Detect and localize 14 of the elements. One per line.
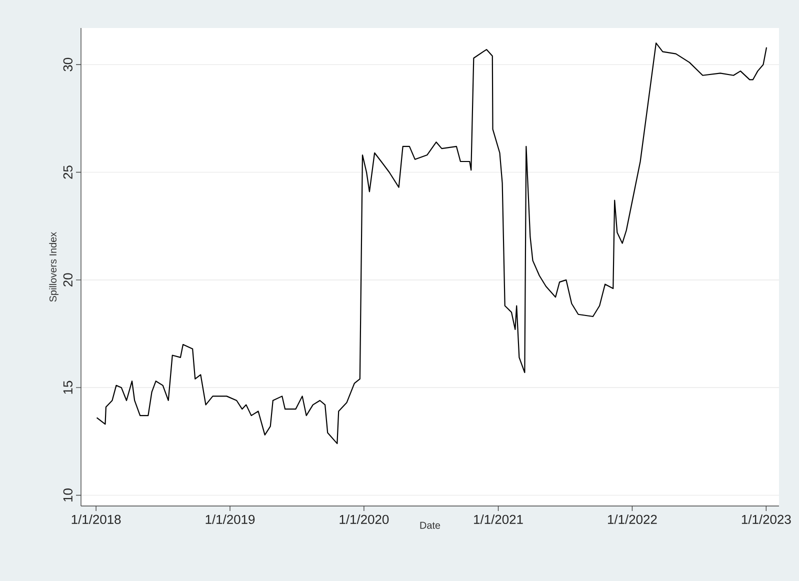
y-tick-label: 25 xyxy=(63,166,72,179)
x-tick-label: 1/1/2023 xyxy=(742,514,791,524)
y-tick-label: 15 xyxy=(63,380,72,394)
y-tick-label: 20 xyxy=(63,273,72,286)
x-tick-label: 1/1/2019 xyxy=(206,514,255,524)
y-tick-label: 10 xyxy=(63,488,72,502)
x-tick-label: 1/1/2021 xyxy=(474,514,523,524)
x-axis-title: Date xyxy=(420,522,440,529)
line-series xyxy=(96,42,768,444)
y-tick-label: 30 xyxy=(63,58,72,72)
x-tick-label: 1/1/2022 xyxy=(608,514,657,524)
y-axis-title: Spillovers Index xyxy=(49,232,58,302)
x-tick-label: 1/1/2018 xyxy=(72,514,121,524)
x-tick-label: 1/1/2020 xyxy=(340,514,389,524)
